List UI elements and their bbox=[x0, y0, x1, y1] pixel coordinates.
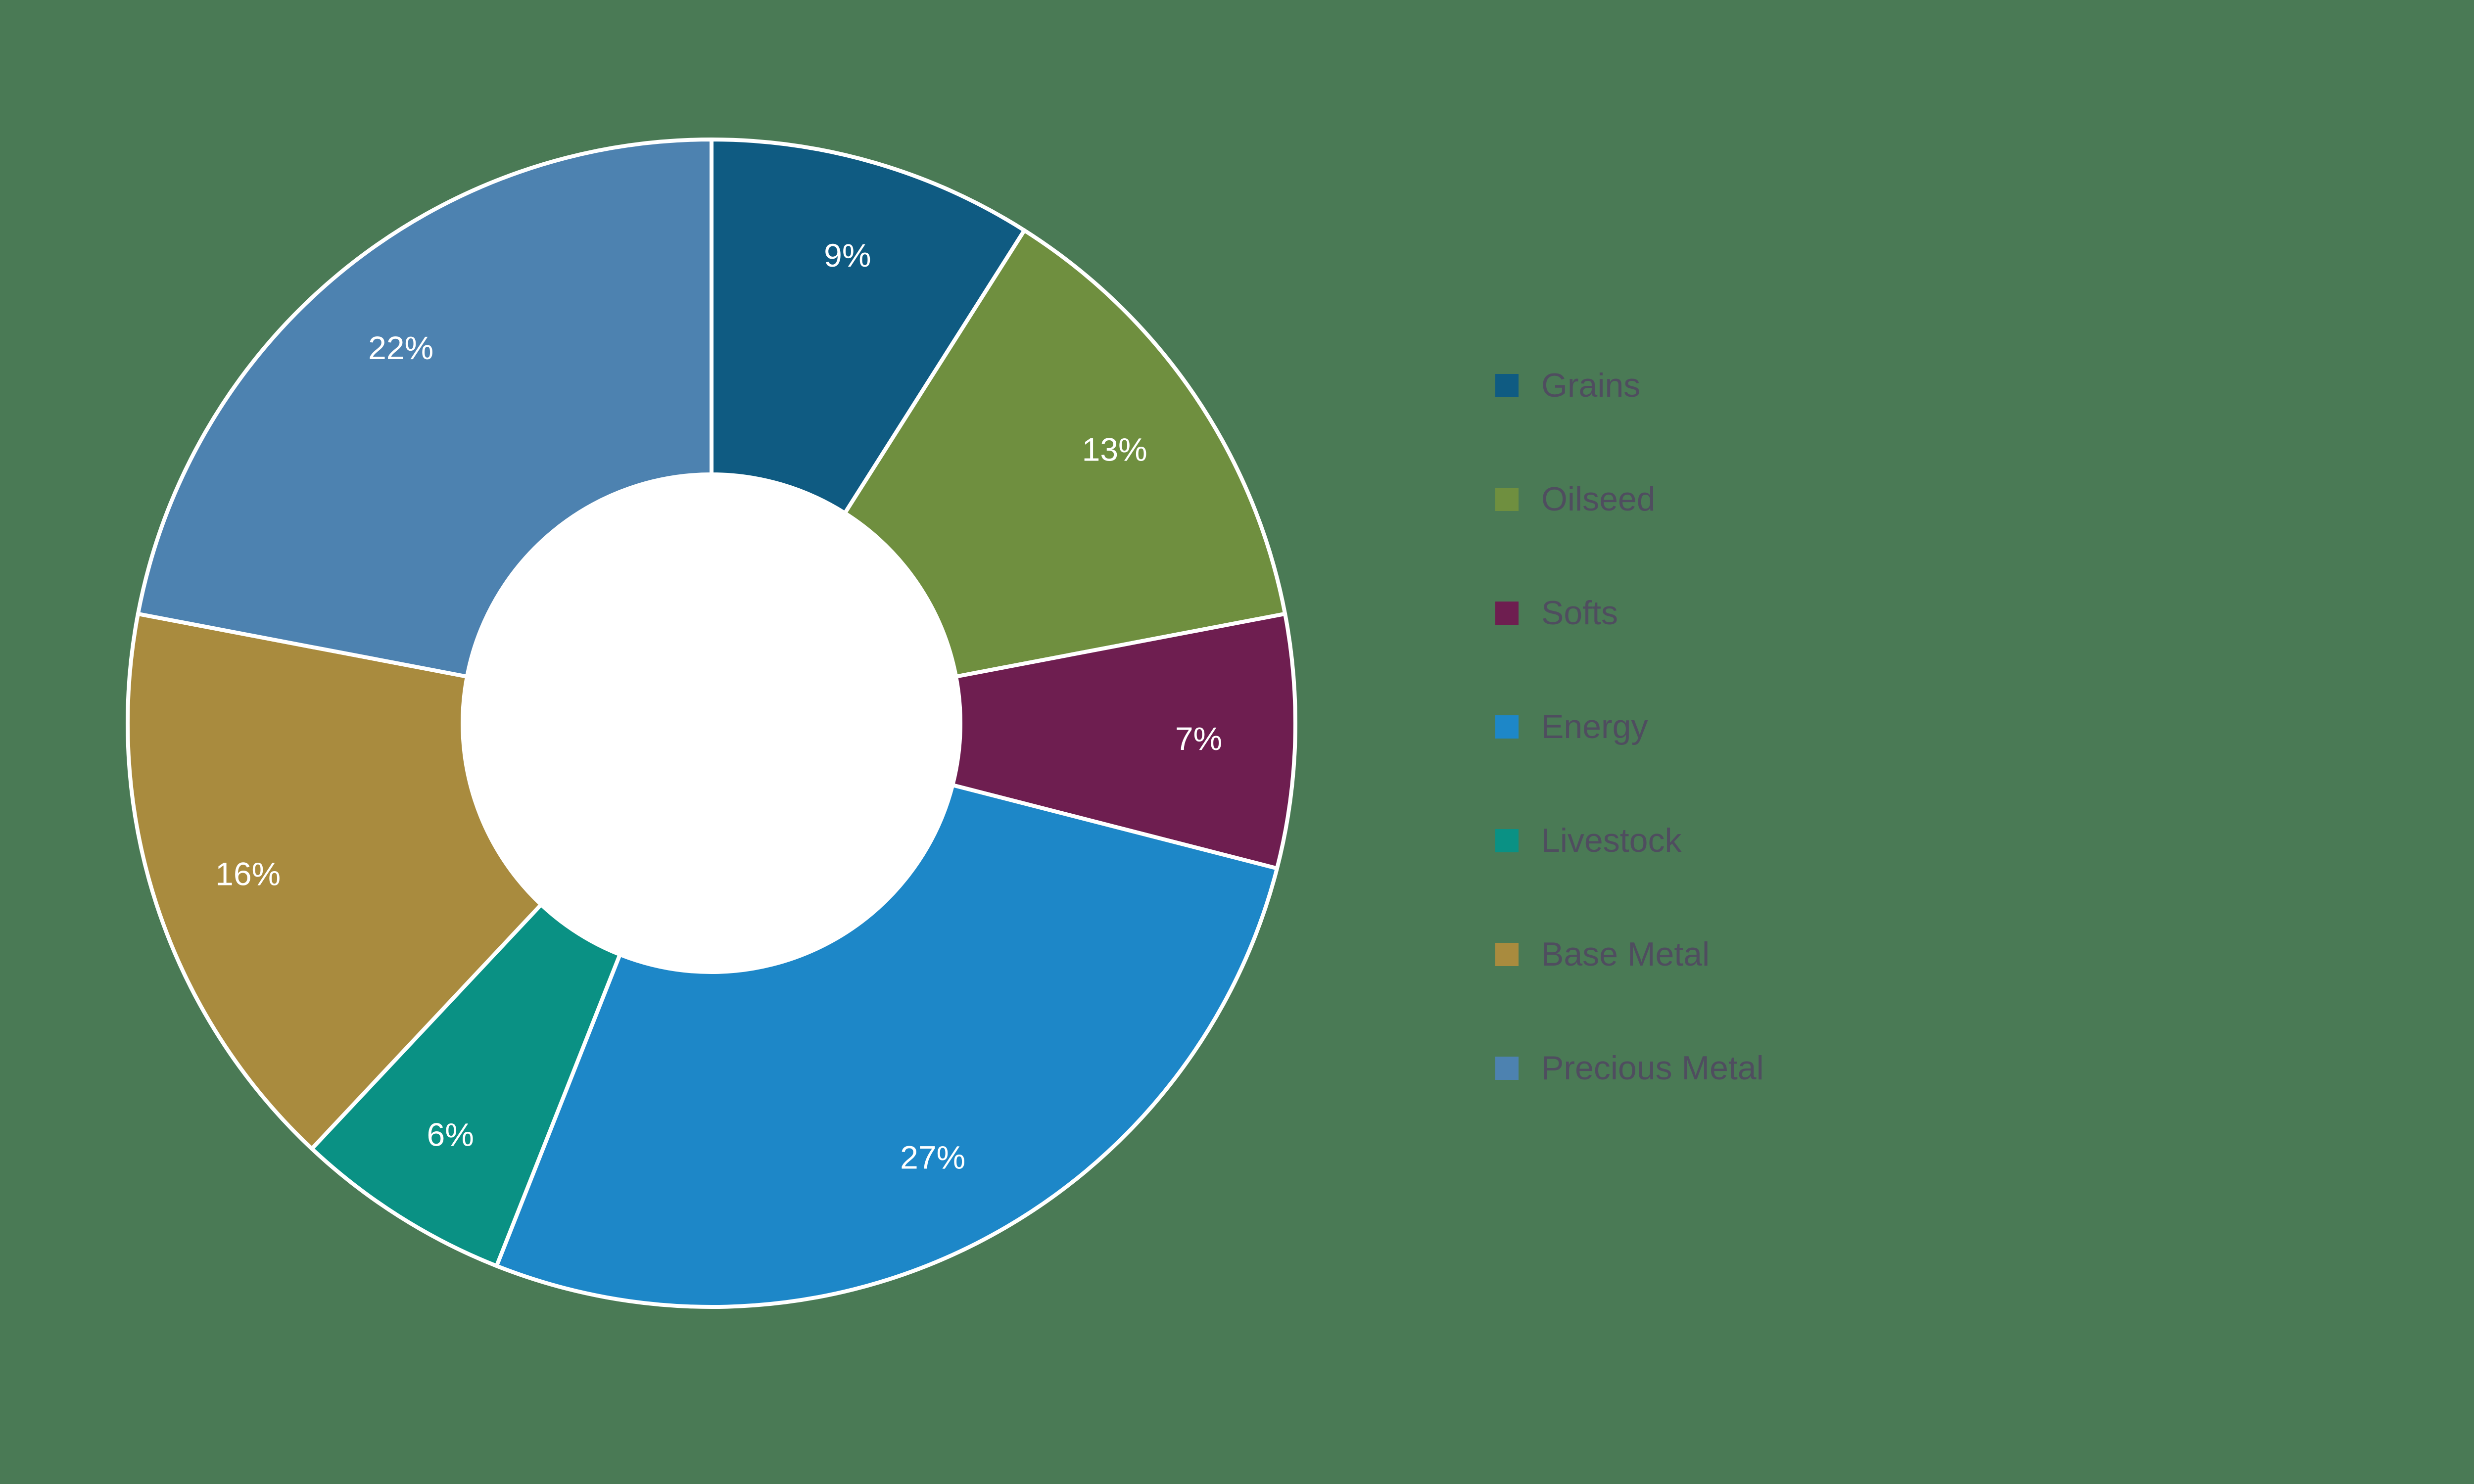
legend-label-livestock: Livestock bbox=[1541, 822, 1682, 859]
pie-slice-softs bbox=[951, 611, 1297, 871]
legend-item-energy: Energy bbox=[1495, 710, 1764, 743]
legend-item-grains: Grains bbox=[1495, 369, 1764, 402]
legend-item-oilseed: Oilseed bbox=[1495, 482, 1764, 516]
pie-slice-energy bbox=[494, 783, 1279, 1309]
legend-label-precious-metal: Precious Metal bbox=[1541, 1049, 1764, 1087]
legend-label-grains: Grains bbox=[1541, 367, 1641, 404]
legend-label-oilseed: Oilseed bbox=[1541, 480, 1656, 518]
legend-label-base-metal: Base Metal bbox=[1541, 935, 1710, 973]
legend-swatch-grains bbox=[1495, 373, 1519, 397]
legend-swatch-base-metal bbox=[1495, 942, 1519, 966]
legend-label-energy: Energy bbox=[1541, 708, 1648, 745]
slice-label-base-metal: 16% bbox=[215, 855, 281, 892]
legend-item-livestock: Livestock bbox=[1495, 824, 1764, 857]
legend-item-softs: Softs bbox=[1495, 596, 1764, 630]
pie-slice-base-metal bbox=[126, 611, 543, 1151]
legend-swatch-energy bbox=[1495, 715, 1519, 739]
donut-hole bbox=[461, 472, 962, 974]
legend-swatch-precious-metal bbox=[1495, 1056, 1519, 1080]
slice-label-precious-metal: 22% bbox=[368, 329, 433, 366]
legend-swatch-oilseed bbox=[1495, 487, 1519, 511]
slice-label-livestock: 6% bbox=[427, 1116, 474, 1153]
legend-label-softs: Softs bbox=[1541, 594, 1618, 632]
legend-swatch-livestock bbox=[1495, 829, 1519, 852]
slice-label-energy: 27% bbox=[900, 1139, 965, 1176]
slice-label-oilseed: 13% bbox=[1082, 431, 1147, 467]
pie-slice-precious-metal bbox=[136, 138, 714, 679]
slice-label-softs: 7% bbox=[1175, 720, 1222, 757]
legend-item-base-metal: Base Metal bbox=[1495, 937, 1764, 971]
slice-label-grains: 9% bbox=[824, 237, 871, 274]
legend-swatch-softs bbox=[1495, 601, 1519, 625]
pie-slice-oilseed bbox=[843, 228, 1287, 679]
pie-slice-grains bbox=[710, 138, 1027, 515]
chart-legend: Grains Oilseed Softs Energy Livestock Ba… bbox=[1495, 369, 1764, 1085]
legend-item-precious-metal: Precious Metal bbox=[1495, 1051, 1764, 1085]
pie-slice-livestock bbox=[310, 902, 622, 1268]
